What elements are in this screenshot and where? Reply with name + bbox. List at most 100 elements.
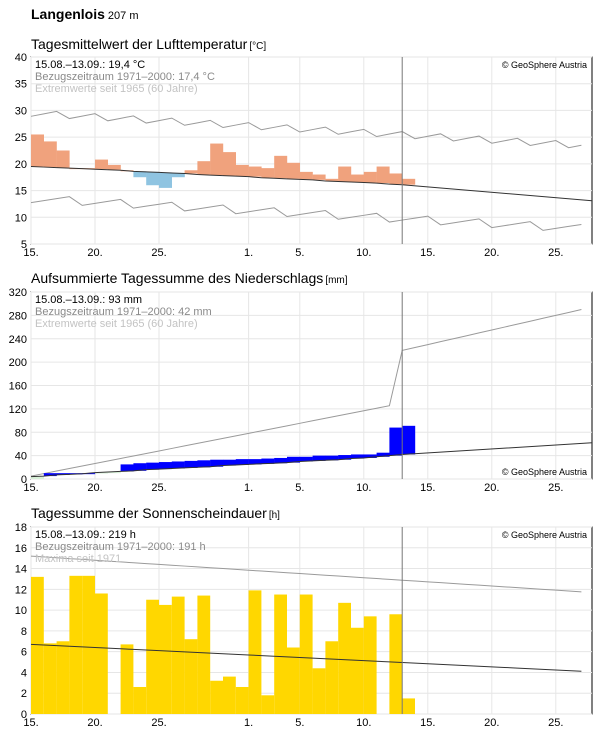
temperature-bar: [159, 172, 172, 188]
sunshine-bar: [389, 614, 403, 714]
temperature-bar: [184, 170, 198, 174]
precipitation-area-segment: [82, 473, 96, 475]
precip-y-tick-label: 80: [15, 427, 27, 439]
precip-x-tick-label: 5.: [295, 482, 304, 494]
station-elevation: 207 m: [107, 10, 139, 22]
temperature-unit: [°C]: [249, 41, 267, 52]
sun-x-tick-label: 25.: [151, 717, 166, 729]
sun-y-tick-label: 16: [15, 543, 27, 555]
temp-y-tick-label: 25: [15, 132, 27, 144]
temperature-bar: [274, 155, 288, 179]
sunshine-bar: [363, 616, 377, 714]
sun-y-tick-label: 8: [21, 626, 27, 638]
precipitation-area-segment: [389, 427, 403, 456]
precipitation-area-segment: [171, 461, 185, 469]
temp-copyright: © GeoSphere Austria: [502, 60, 587, 70]
sun-x-tick-label: 10.: [356, 717, 371, 729]
precip-x-tick-label: 15.: [23, 482, 38, 494]
precip-y-tick-label: 160: [9, 381, 27, 393]
sunshine-bar: [299, 594, 313, 714]
temperature-bar: [299, 171, 313, 180]
temperature-bar: [223, 152, 236, 176]
sun-extremes-note: Maxima seit 1971: [35, 553, 121, 565]
precip-x-tick-label: 15.: [420, 482, 435, 494]
precip-x-tick-label: 25.: [151, 482, 166, 494]
sunshine-chart-title: Tagessumme der Sonnenscheindauer [h]: [31, 505, 280, 521]
temp-y-tick-label: 35: [15, 79, 27, 91]
sunshine-bar: [146, 599, 159, 714]
sunshine-reference-line: [30, 643, 582, 672]
precipitation-title-text: Aufsummierte Tagessumme des Niederschlag…: [31, 270, 324, 286]
sunshine-bar: [210, 680, 223, 714]
precipitation-area-segment: [159, 462, 172, 470]
sunshine-bar: [69, 575, 83, 714]
precip-x-tick-label: 1.: [244, 482, 253, 494]
sun-y-tick-label: 12: [15, 584, 27, 596]
precipitation-area-segment: [261, 458, 275, 464]
precipitation-area-segment: [376, 452, 390, 457]
precip-y-tick-label: 0: [21, 474, 27, 486]
sunshine-bar: [261, 695, 275, 714]
precipitation-area-segment: [31, 476, 44, 479]
temp-y-tick-label: 5: [21, 239, 27, 251]
temperature-chart-title: Tagesmittelwert der Lufttemperatur [°C]: [31, 36, 266, 52]
temp-x-tick-label: 15.: [420, 247, 435, 259]
temperature-bar: [107, 164, 121, 170]
temp-y-tick-label: 15: [15, 186, 27, 198]
sun-y-tick-label: 6: [21, 647, 27, 659]
temp-extreme-min-line: [30, 196, 582, 231]
temperature-bar: [146, 171, 160, 186]
sun-x-tick-label: 20.: [87, 717, 102, 729]
precip-extremes-note: Extremwerte seit 1965 (60 Jahre): [35, 318, 198, 330]
precipitation-area-segment: [184, 460, 198, 468]
temperature-bar: [325, 178, 339, 181]
sunshine-bar: [312, 668, 326, 714]
sunshine-unit: [h]: [268, 510, 280, 521]
sunshine-title-text: Tagessumme der Sonnenscheindauer: [31, 505, 267, 521]
sunshine-bar: [171, 596, 185, 714]
precipitation-area-segment: [223, 459, 236, 466]
temp-y-tick-label: 40: [15, 52, 27, 64]
station-name: Langenlois: [31, 6, 105, 22]
precipitation-area-segment: [56, 473, 70, 475]
sun-y-tick-label: 2: [21, 688, 27, 700]
temperature-bar: [95, 159, 108, 170]
precip-y-tick-label: 40: [15, 451, 27, 463]
precipitation-area-segment: [338, 455, 352, 460]
sun-y-tick-label: 14: [15, 564, 27, 576]
precipitation-area-segment: [299, 456, 313, 462]
temperature-bar: [171, 172, 185, 178]
precipitation-area-segment: [325, 455, 339, 461]
precip-x-tick-label: 25.: [548, 482, 563, 494]
temp-y-tick-label: 10: [15, 212, 27, 224]
temperature-bar: [338, 166, 352, 182]
precipitation-area-segment: [120, 464, 134, 472]
sunshine-bar: [56, 641, 70, 714]
sunshine-bar: [402, 698, 415, 714]
precipitation-area-segment: [312, 455, 326, 461]
precip-extreme-max-line: [30, 309, 582, 477]
sun-x-tick-label: 20.: [484, 717, 499, 729]
precipitation-area-segment: [402, 425, 416, 455]
precipitation-unit: [mm]: [325, 275, 348, 286]
temp-x-tick-label: 25.: [548, 247, 563, 259]
precip-y-tick-label: 280: [9, 310, 27, 322]
sun-y-tick-label: 4: [21, 667, 27, 679]
temperature-bar: [210, 143, 224, 176]
sun-x-tick-label: 15.: [420, 717, 435, 729]
sunshine-bar: [325, 641, 339, 714]
precipitation-area-segment: [274, 457, 288, 464]
sunshine-bar: [248, 590, 262, 714]
sun-maxima-line: [30, 555, 582, 593]
temp-x-tick-label: 25.: [151, 247, 166, 259]
sunshine-bar: [184, 639, 198, 714]
sun-x-tick-label: 25.: [548, 717, 563, 729]
precip-x-tick-label: 10.: [356, 482, 371, 494]
sunshine-bar: [338, 602, 351, 714]
sun-x-tick-label: 5.: [295, 717, 304, 729]
temp-period-value: 15.08.–13.09.: 19,4 °C: [35, 59, 145, 71]
precip-y-tick-label: 320: [9, 287, 27, 299]
sunshine-bar: [351, 627, 364, 714]
precipitation-reference-line: [30, 442, 593, 478]
temp-extreme-max-line: [30, 110, 582, 149]
